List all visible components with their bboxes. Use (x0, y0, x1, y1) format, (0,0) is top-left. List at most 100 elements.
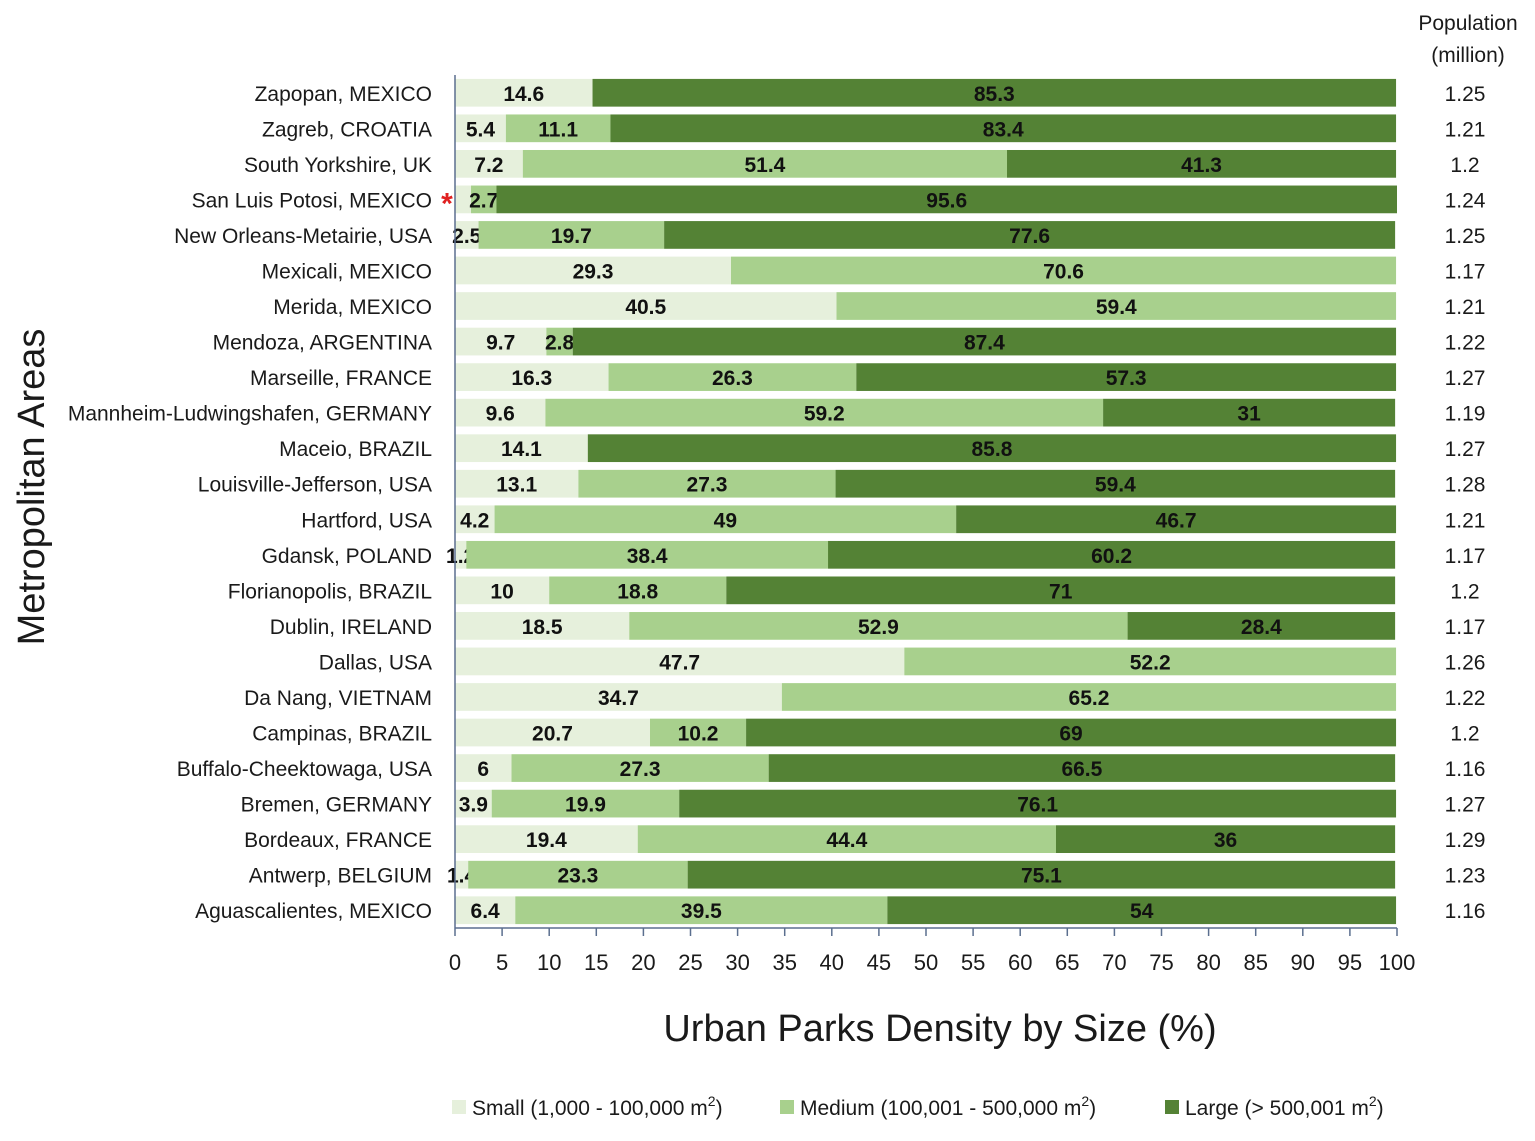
category-label: Mannheim-Ludwingshafen, GERMANY (68, 403, 432, 426)
bar-segment (664, 221, 1396, 249)
legend-superscript: 2 (708, 1093, 716, 1109)
data-label: 16.3 (511, 367, 552, 390)
population-value: 1.16 (1445, 758, 1486, 781)
bar-segment (455, 185, 472, 214)
data-label: 66.5 (1061, 758, 1102, 781)
bar-segment (781, 683, 1397, 711)
data-label: 2.7 (469, 189, 498, 212)
category-label: South Yorkshire, UK (244, 154, 432, 177)
bar-segment (471, 185, 497, 214)
bar-segment (726, 576, 1396, 605)
data-label: 20.7 (532, 723, 573, 746)
y-axis-title: Metropolitan Areas (11, 329, 53, 646)
data-label: 59.4 (1095, 474, 1136, 497)
data-label: 14.1 (501, 438, 542, 461)
bar-segment (856, 363, 1397, 391)
data-label: 3.9 (459, 794, 488, 817)
population-value: 1.17 (1445, 260, 1486, 283)
category-label: Bordeaux, FRANCE (244, 829, 432, 852)
population-value: 1.19 (1445, 403, 1486, 426)
bar-segment (572, 327, 1397, 356)
population-value: 1.23 (1445, 865, 1486, 888)
bar-segment (746, 718, 1397, 747)
data-label: 36 (1214, 829, 1237, 852)
x-tick-label: 100 (1379, 950, 1416, 975)
bar-segment (828, 540, 1396, 569)
x-axis: 0 5 10 15 20 25 30 35 40 45 50 55 60 65 70 75 80 85 90 95 10… (449, 75, 1415, 975)
data-label: 71 (1049, 580, 1073, 603)
category-label: Florianopolis, BRAZIL (228, 580, 432, 603)
population-value: 1.21 (1445, 118, 1486, 141)
bar-segment (731, 256, 1397, 285)
x-tick-label: 35 (772, 950, 796, 975)
data-label: 19.7 (551, 225, 592, 248)
bar-segment (455, 718, 650, 747)
legend-label: Medium (100,001 - 500,000 m2) (800, 1093, 1096, 1120)
x-tick-label: 80 (1196, 950, 1220, 975)
bar-segment (455, 256, 732, 285)
x-tick-label: 30 (725, 950, 749, 975)
data-label: 9.7 (486, 332, 515, 355)
bar-segment (455, 576, 550, 605)
bar-segment (455, 114, 506, 143)
population-header-line2: (million) (1431, 44, 1505, 67)
category-label: Antwerp, BELGIUM (249, 865, 432, 888)
bar-segment (1127, 612, 1396, 640)
bar-segment (455, 825, 638, 854)
data-label: 5.4 (466, 118, 496, 141)
population-value: 1.2 (1450, 580, 1479, 603)
category-label: Louisville-Jefferson, USA (198, 474, 432, 497)
population-value: 1.17 (1445, 616, 1486, 639)
population-value: 1.25 (1445, 83, 1486, 106)
bar-segment (455, 469, 579, 498)
data-label: 77.6 (1009, 225, 1050, 248)
category-label: Gdansk, POLAND (262, 545, 432, 568)
bars-layer: 14.6 85.3 5.4 11.1 83.4 7.2 51.4 41.3 2.7 95.6 * 2.… (441, 78, 1397, 925)
legend-tail: ) (716, 1097, 723, 1120)
legend-swatch (452, 1100, 466, 1114)
population-value: 1.27 (1445, 438, 1486, 461)
x-tick-label: 65 (1055, 950, 1079, 975)
data-label: 54 (1130, 900, 1154, 923)
population-value: 1.16 (1445, 900, 1486, 923)
category-label: Dublin, IRELAND (270, 616, 432, 639)
x-tick-label: 70 (1102, 950, 1126, 975)
bar-segment (455, 78, 593, 107)
data-label: 6.4 (471, 900, 501, 923)
legend: Small (1,000 - 100,000 m2) Medium (100,00… (452, 1093, 1384, 1120)
category-label: Buffalo-Cheektowaga, USA (177, 758, 432, 781)
bar-segment (835, 469, 1396, 498)
bar-segment (956, 505, 1397, 534)
data-label: 34.7 (598, 687, 639, 710)
legend-superscript: 2 (1081, 1093, 1089, 1109)
population-value: 1.25 (1445, 225, 1486, 248)
data-label: 13.1 (496, 474, 537, 497)
data-label: 83.4 (983, 118, 1024, 141)
bar-segment (629, 612, 1128, 640)
category-label: Merida, MEXICO (273, 296, 432, 319)
data-label: 49 (714, 509, 737, 532)
x-tick-label: 95 (1338, 950, 1362, 975)
population-value: 1.22 (1445, 332, 1486, 355)
bar-segment (522, 149, 1008, 178)
legend-superscript: 2 (1369, 1093, 1377, 1109)
x-tick-label: 60 (1008, 950, 1032, 975)
data-label: 18.8 (617, 580, 658, 603)
bar-segment (455, 292, 837, 320)
category-labels: Zapopan, MEXICO Zagreb, CROATIA South York… (68, 83, 432, 923)
population-value: 1.21 (1445, 296, 1486, 319)
data-label: 40.5 (625, 296, 666, 319)
legend-label: Large (> 500,001 m2) (1185, 1093, 1384, 1120)
bar-segment (587, 434, 1397, 463)
category-label: Mendoza, ARGENTINA (213, 332, 432, 355)
x-axis-title: Urban Parks Density by Size (%) (663, 1008, 1216, 1050)
legend-label: Small (1,000 - 100,000 m2) (472, 1093, 723, 1120)
x-tick-label: 40 (820, 950, 844, 975)
data-label: 44.4 (826, 829, 867, 852)
data-label: 27.3 (620, 758, 661, 781)
population-value: 1.26 (1445, 651, 1486, 674)
category-label: Hartford, USA (301, 509, 432, 532)
x-tick-label: 50 (914, 950, 938, 975)
data-label: 69 (1059, 723, 1082, 746)
data-label: 60.2 (1091, 545, 1132, 568)
